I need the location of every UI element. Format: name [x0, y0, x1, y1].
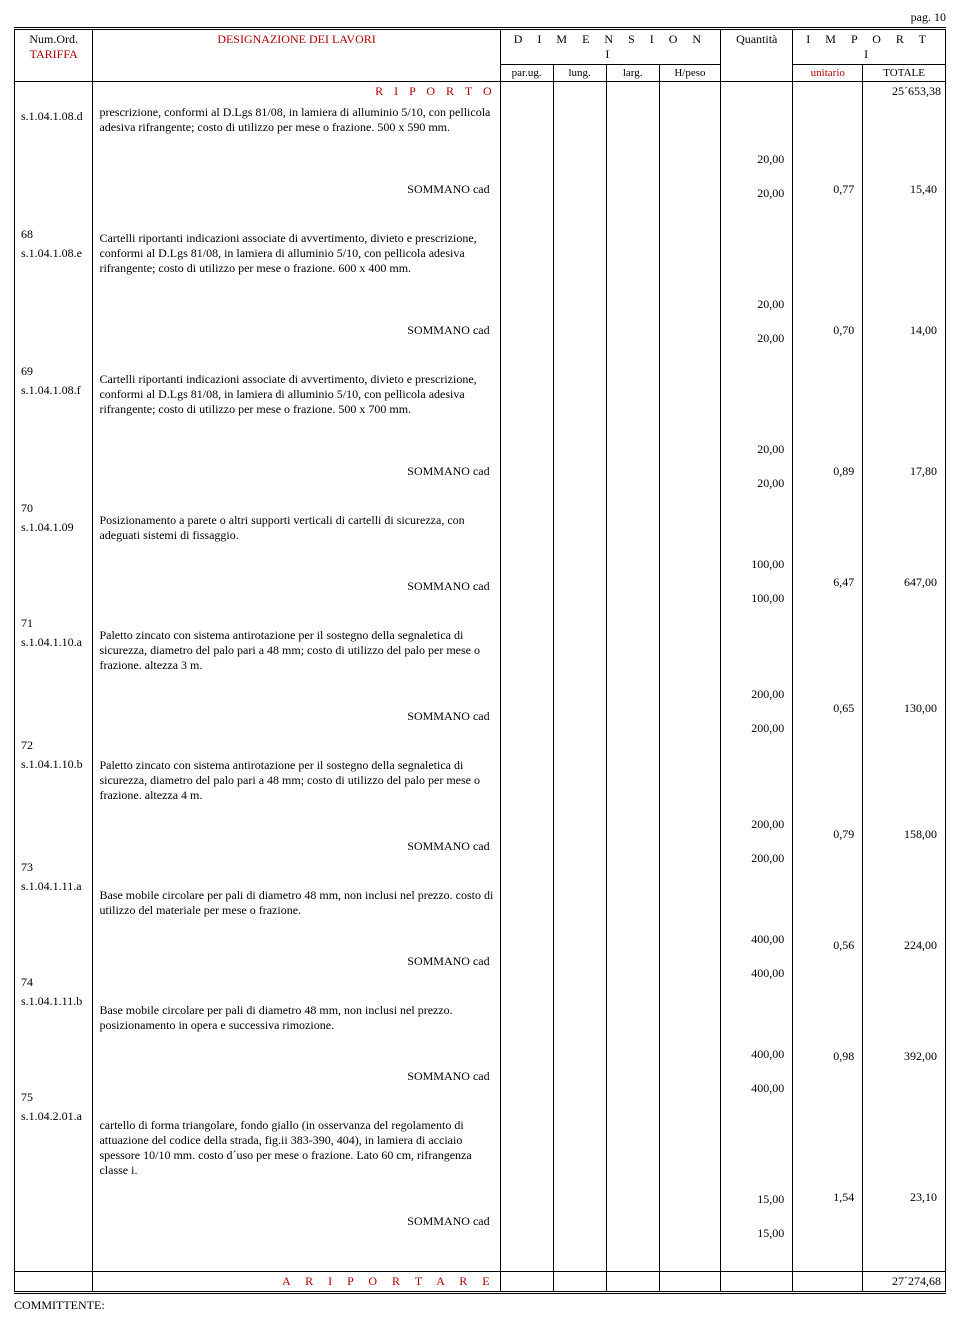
hdr-unitario: unitario	[793, 65, 863, 82]
item-qty: 20,00	[725, 297, 788, 312]
header-row-1: Num.Ord. TARIFFA DESIGNAZIONE DEI LAVORI…	[15, 29, 946, 65]
riportare-row: A R I P O R T A R E 27´274,68	[15, 1272, 946, 1293]
item-desc: Paletto zincato con sistema antirotazion…	[97, 756, 495, 805]
riporto-label: R I P O R T O	[93, 82, 500, 102]
item-tariffa: s.1.04.1.11.a	[19, 877, 88, 896]
hdr-quantita: Quantità	[721, 29, 793, 82]
item-qty: 400,00	[725, 1047, 788, 1062]
sommano-qty: 20,00	[725, 331, 788, 346]
sommano-tot: 392,00	[867, 1049, 941, 1064]
item-tariffa: s.1.04.1.10.b	[19, 755, 88, 774]
item-desc: Cartelli riportanti indicazioni associat…	[97, 370, 495, 419]
sommano-tot: 224,00	[867, 938, 941, 953]
item-desc: Paletto zincato con sistema antirotazion…	[97, 626, 495, 675]
item-tariffa: s.1.04.1.10.a	[19, 633, 88, 652]
sommano-tot: 647,00	[867, 575, 941, 590]
item-desc: Base mobile circolare per pali di diamet…	[97, 1001, 495, 1035]
sommano-label: SOMMANO cad	[97, 464, 495, 479]
item-qty: 20,00	[725, 152, 788, 167]
hdr-importi: I M P O R T I	[793, 29, 946, 65]
item-qty: 100,00	[725, 557, 788, 572]
sommano-unit: 0,77	[797, 182, 858, 197]
sommano-qty: 20,00	[725, 476, 788, 491]
riporto-row: R I P O R T O 25´653,38	[15, 82, 946, 102]
sommano-unit: 6,47	[797, 575, 858, 590]
page-number: pag. 10	[14, 10, 946, 25]
item-desc: Posizionamento a parete o altri supporti…	[97, 511, 495, 545]
committente-label: COMMITTENTE:	[14, 1298, 946, 1313]
item-desc: Base mobile circolare per pali di diamet…	[97, 886, 495, 920]
item-num: 73	[19, 858, 88, 877]
sommano-tot: 130,00	[867, 701, 941, 716]
sommano-qty: 400,00	[725, 1081, 788, 1096]
riportare-label: A R I P O R T A R E	[93, 1272, 500, 1293]
sommano-unit: 0,65	[797, 701, 858, 716]
body-row: s.1.04.1.08.d68s.1.04.1.08.e69s.1.04.1.0…	[15, 101, 946, 1272]
sommano-qty: 200,00	[725, 721, 788, 736]
sommano-tot: 17,80	[867, 464, 941, 479]
sommano-tot: 15,40	[867, 182, 941, 197]
item-desc: cartello di forma triangolare, fondo gia…	[97, 1116, 495, 1180]
sommano-label: SOMMANO cad	[97, 839, 495, 854]
sommano-unit: 1,54	[797, 1190, 858, 1205]
item-tariffa: s.1.04.1.11.b	[19, 992, 88, 1011]
sommano-label: SOMMANO cad	[97, 323, 495, 338]
sommano-tot: 14,00	[867, 323, 941, 338]
riportare-totale: 27´274,68	[863, 1272, 946, 1293]
computo-table: Num.Ord. TARIFFA DESIGNAZIONE DEI LAVORI…	[14, 27, 946, 1294]
hdr-larg: larg.	[606, 65, 659, 82]
hdr-hpeso: H/peso	[659, 65, 721, 82]
item-num: 70	[19, 499, 88, 518]
sommano-qty: 200,00	[725, 851, 788, 866]
hdr-tariffa: TARIFFA	[19, 47, 88, 62]
item-num: 71	[19, 614, 88, 633]
item-qty: 200,00	[725, 817, 788, 832]
sommano-tot: 23,10	[867, 1190, 941, 1205]
sommano-label: SOMMANO cad	[97, 182, 495, 197]
riporto-totale: 25´653,38	[863, 82, 946, 102]
item-tariffa: s.1.04.1.08.f	[19, 381, 88, 400]
item-num: 69	[19, 362, 88, 381]
sommano-qty: 20,00	[725, 186, 788, 201]
sommano-unit: 0,89	[797, 464, 858, 479]
sommano-qty: 400,00	[725, 966, 788, 981]
sommano-unit: 0,79	[797, 827, 858, 842]
sommano-tot: 158,00	[867, 827, 941, 842]
item-tariffa: s.1.04.1.08.d	[19, 107, 88, 126]
sommano-qty: 15,00	[725, 1226, 788, 1241]
hdr-parug: par.ug.	[500, 65, 553, 82]
item-tariffa: s.1.04.1.09	[19, 518, 88, 537]
sommano-label: SOMMANO cad	[97, 1214, 495, 1229]
sommano-label: SOMMANO cad	[97, 954, 495, 969]
item-desc: prescrizione, conformi al D.Lgs 81/08, i…	[97, 103, 495, 137]
hdr-dimensioni: D I M E N S I O N I	[500, 29, 721, 65]
hdr-lung: lung.	[553, 65, 606, 82]
sommano-label: SOMMANO cad	[97, 709, 495, 724]
sommano-label: SOMMANO cad	[97, 579, 495, 594]
item-tariffa: s.1.04.1.08.e	[19, 244, 88, 263]
sommano-unit: 0,56	[797, 938, 858, 953]
item-qty: 20,00	[725, 442, 788, 457]
hdr-totale: TOTALE	[863, 65, 946, 82]
item-num: 68	[19, 225, 88, 244]
sommano-unit: 0,98	[797, 1049, 858, 1064]
hdr-designazione: DESIGNAZIONE DEI LAVORI	[93, 29, 500, 82]
sommano-qty: 100,00	[725, 591, 788, 606]
item-num: 75	[19, 1088, 88, 1107]
item-qty: 400,00	[725, 932, 788, 947]
sommano-label: SOMMANO cad	[97, 1069, 495, 1084]
hdr-numord: Num.Ord.	[19, 32, 88, 47]
item-desc: Cartelli riportanti indicazioni associat…	[97, 229, 495, 278]
item-qty: 15,00	[725, 1192, 788, 1207]
item-qty: 200,00	[725, 687, 788, 702]
sommano-unit: 0,70	[797, 323, 858, 338]
item-tariffa: s.1.04.2.01.a	[19, 1107, 88, 1126]
item-num: 72	[19, 736, 88, 755]
item-num: 74	[19, 973, 88, 992]
